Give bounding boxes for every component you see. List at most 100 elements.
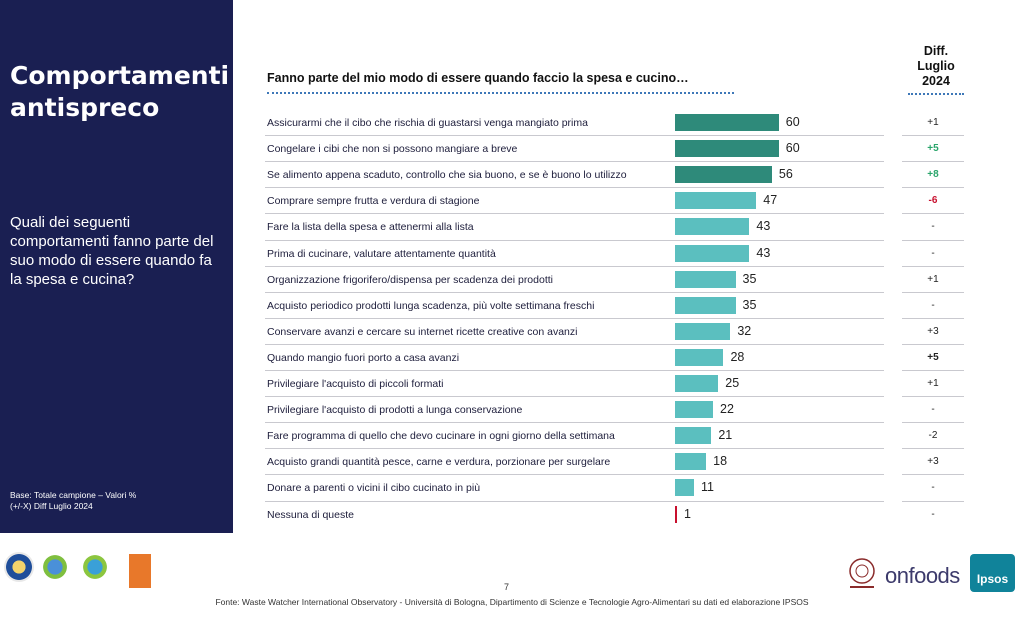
onfoods-logo: onfoods: [885, 563, 960, 588]
diff-header-line: Diff.: [923, 44, 949, 58]
diff-separator: [902, 474, 964, 476]
bar-value-label: 1: [684, 506, 691, 521]
category-label: Fare programma di quello che devo cucina…: [267, 430, 615, 443]
bar-value-label: 22: [720, 402, 734, 417]
bar: [675, 166, 772, 184]
bar-value-label: 47: [763, 193, 778, 208]
diff-value: -2: [928, 430, 938, 442]
bar: [675, 140, 779, 158]
bar-value-label: 35: [742, 297, 757, 312]
row-separator: [265, 239, 884, 241]
category-label: Quando mangio fuori porto a casa avanzi: [267, 351, 460, 364]
bar-value-label: 43: [756, 245, 771, 260]
sprecometro-logo: [80, 552, 110, 582]
diff-value: +1: [927, 378, 939, 389]
category-label: Conservare avanzi e cercare su internet …: [267, 325, 578, 338]
row-separator: [265, 135, 884, 137]
category-label: Nessuna di queste: [267, 508, 354, 521]
diff-value: +3: [927, 456, 939, 468]
row-separator: [265, 396, 884, 398]
diff-separator: [902, 187, 964, 189]
base-note: Base: Totale campione – Valori % (+/-X) …: [10, 490, 137, 511]
side-panel: Comportamenti antispreco Quali dei segue…: [0, 0, 233, 533]
category-label: Congelare i cibi che non si possono mang…: [267, 143, 518, 156]
row-separator: [265, 422, 884, 424]
category-label: Donare a parenti o vicini il cibo cucina…: [267, 482, 481, 495]
diff-separator: [902, 161, 964, 163]
bar: [675, 244, 750, 262]
diff-value: +5: [927, 351, 939, 363]
bar: [675, 375, 719, 392]
title-divider: [267, 92, 734, 94]
survey-question: Quali dei seguenti comportamenti fanno p…: [10, 214, 214, 288]
diff-value: -: [931, 221, 935, 233]
diff-separator: [902, 343, 964, 345]
diff-separator: [902, 239, 964, 241]
partner-logos: [4, 552, 154, 592]
source-note: Fonte: Waste Watcher International Obser…: [215, 597, 809, 607]
row-separator: [265, 265, 884, 267]
diff-separator: [902, 317, 964, 319]
category-label: Organizzazione frigorifero/dispensa per …: [267, 273, 553, 286]
bar: [675, 479, 695, 497]
bar-value-label: 11: [701, 480, 714, 495]
chart-title: Fanno parte del mio modo di essere quand…: [267, 71, 689, 85]
row-separator: [265, 370, 884, 371]
bar-value-label: 60: [785, 115, 800, 129]
observatory-logo: [4, 552, 34, 582]
diff-value: -: [931, 299, 935, 311]
diff-value: +1: [927, 273, 939, 285]
row-separator: [265, 213, 884, 215]
diff-separator: [902, 213, 964, 215]
bar-value-label: 18: [713, 454, 728, 469]
diff-separator: [902, 265, 964, 267]
category-label: Assicurarmi che il cibo che rischia di g…: [267, 117, 588, 129]
bar: [675, 427, 712, 445]
bar: [675, 270, 736, 288]
diff-separator: [902, 396, 964, 398]
category-label: Se alimento appena scaduto, controllo ch…: [267, 169, 627, 182]
row-separator: [265, 500, 884, 502]
diff-separator: [902, 370, 964, 371]
category-label: Acquisto periodico prodotti lunga scaden…: [267, 299, 595, 312]
bar: [675, 348, 724, 366]
row-separator: [265, 317, 884, 319]
bar-value-label: 43: [756, 219, 771, 234]
diff-value: -: [931, 247, 935, 259]
diff-value: +8: [927, 169, 939, 181]
diff-value: +1: [927, 117, 939, 128]
bar-value-label: 56: [778, 167, 793, 182]
row-separator: [265, 291, 884, 293]
diff-header-divider: [908, 93, 964, 95]
ipsos-logo: Ipsos: [970, 554, 1015, 592]
diff-separator: [902, 500, 964, 502]
bar-value-label: 21: [718, 428, 733, 443]
bar-value-label: 28: [730, 349, 745, 364]
row-separator: [265, 161, 884, 163]
diff-column-header: Diff. Luglio 2024: [908, 44, 964, 89]
row-separator: [265, 343, 884, 345]
category-label: Privilegiare l'acquisto di prodotti a lu…: [267, 404, 523, 417]
bar-value-label: 25: [725, 376, 740, 390]
bar: [675, 192, 757, 210]
category-label: Comprare sempre frutta e verdura di stag…: [267, 195, 480, 208]
university-seal-icon: [849, 558, 875, 588]
bar: [675, 505, 677, 523]
bar: [675, 296, 736, 314]
category-label: Prima di cucinare, valutare attentamente…: [267, 247, 496, 260]
category-label: Acquisto grandi quantità pesce, carne e …: [267, 456, 611, 469]
page-number: 7: [504, 582, 510, 592]
diff-value: +5: [927, 143, 939, 155]
bar: [675, 453, 707, 471]
diff-value: -6: [928, 195, 938, 207]
diff-separator: [902, 422, 964, 424]
diff-header-line: Luglio: [917, 59, 955, 73]
diff-value: +3: [927, 325, 939, 337]
row-separator: [265, 474, 884, 476]
bar: [675, 218, 750, 236]
slide-title: Comportamenti antispreco: [10, 61, 230, 122]
bar-value-label: 32: [737, 323, 752, 338]
bar: [675, 114, 779, 131]
diff-value: -: [931, 482, 935, 494]
